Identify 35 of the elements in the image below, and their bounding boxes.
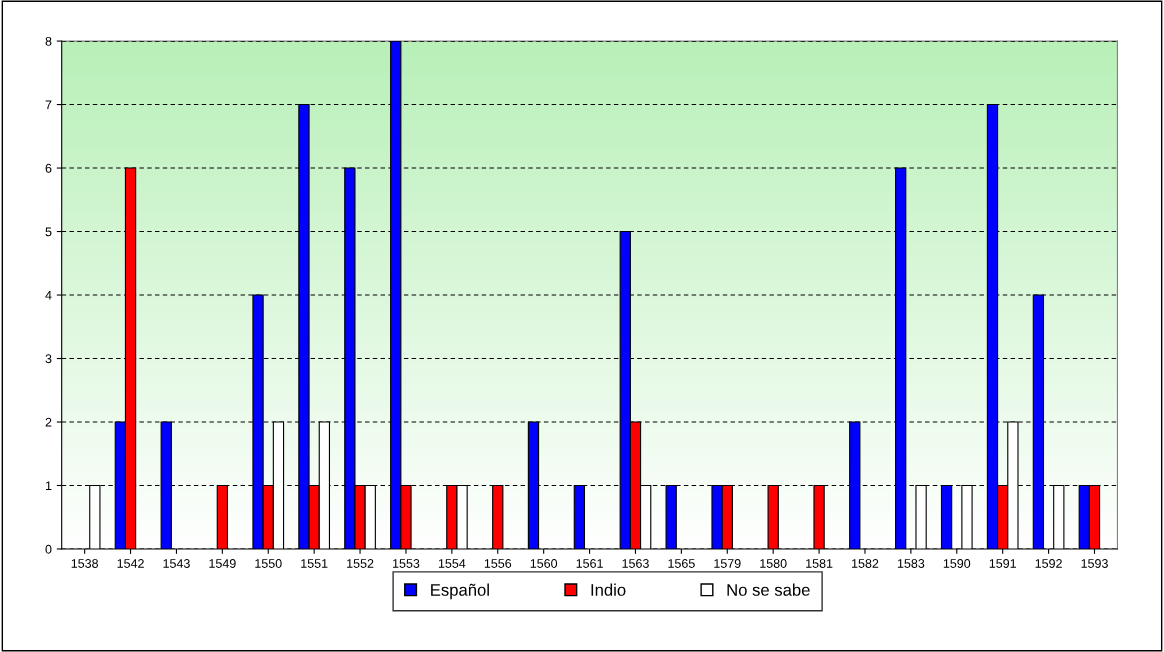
legend-label: Indio <box>591 583 626 596</box>
x-tick-label: 1542 <box>117 559 144 568</box>
x-tick-label: 1591 <box>989 559 1016 568</box>
y-tick-label: 4 <box>45 290 52 300</box>
y-tick-label: 5 <box>45 227 52 237</box>
legend-label: No se sabe <box>727 583 810 596</box>
y-tick-label: 7 <box>45 100 52 110</box>
x-tick-label: 1561 <box>576 559 603 568</box>
x-tick-label: 1549 <box>209 559 236 568</box>
x-tick-label: 1580 <box>760 559 787 568</box>
x-tick-label: 1554 <box>438 559 466 568</box>
x-tick-label: 1565 <box>668 559 695 568</box>
x-tick-label: 1556 <box>484 559 512 568</box>
x-tick-label: 1592 <box>1035 559 1062 568</box>
x-tick-label: 1538 <box>71 559 98 568</box>
x-tick-label: 1553 <box>393 559 420 568</box>
x-tick-label: 1582 <box>852 559 879 568</box>
x-tick-label: 1551 <box>301 559 328 568</box>
x-tick-label: 1583 <box>897 559 925 568</box>
y-tick-label: 8 <box>45 36 52 46</box>
x-tick-label: 1581 <box>806 559 833 568</box>
x-tick-label: 1543 <box>163 559 190 568</box>
y-tick-label: 6 <box>45 163 52 173</box>
legend-label: Español <box>431 583 489 600</box>
x-tick-label: 1590 <box>943 559 971 568</box>
y-tick-label: 2 <box>45 417 52 427</box>
x-tick-label: 1579 <box>714 559 741 568</box>
y-tick-label: 0 <box>45 544 52 554</box>
y-tick-label: 3 <box>45 354 52 364</box>
x-tick-label: 1560 <box>530 559 558 568</box>
x-tick-label: 1593 <box>1081 559 1108 568</box>
x-tick-label: 1550 <box>255 559 282 568</box>
x-tick-label: 1552 <box>347 559 374 568</box>
x-tick-label: 1563 <box>622 559 649 568</box>
y-tick-label: 1 <box>45 481 52 491</box>
